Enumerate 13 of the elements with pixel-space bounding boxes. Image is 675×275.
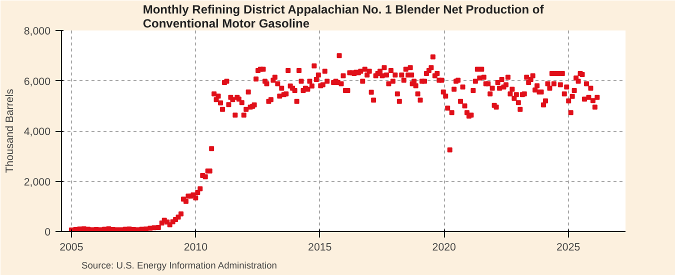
y-tick-label: 6,000 — [24, 76, 51, 88]
y-axis-title: Thousand Barrels — [4, 88, 16, 174]
x-tick-label: 2015 — [308, 242, 332, 254]
x-tick-label: 2010 — [184, 242, 208, 254]
source-note: Source: U.S. Energy Information Administration — [82, 260, 277, 270]
y-tick-label: 0 — [44, 226, 51, 238]
chart-title: Monthly Refining District Appalachian No. 1 Blender Net Production of Conventional Motor Gasoline — [142, 2, 545, 30]
x-tick-label: 2020 — [432, 242, 456, 254]
x-tick-label: 2025 — [556, 242, 580, 254]
x-tick-label: 2005 — [60, 242, 84, 254]
y-tick-label: 8,000 — [24, 26, 51, 38]
y-tick-label: 4,000 — [24, 126, 51, 138]
y-tick-label: 2,000 — [24, 176, 51, 188]
